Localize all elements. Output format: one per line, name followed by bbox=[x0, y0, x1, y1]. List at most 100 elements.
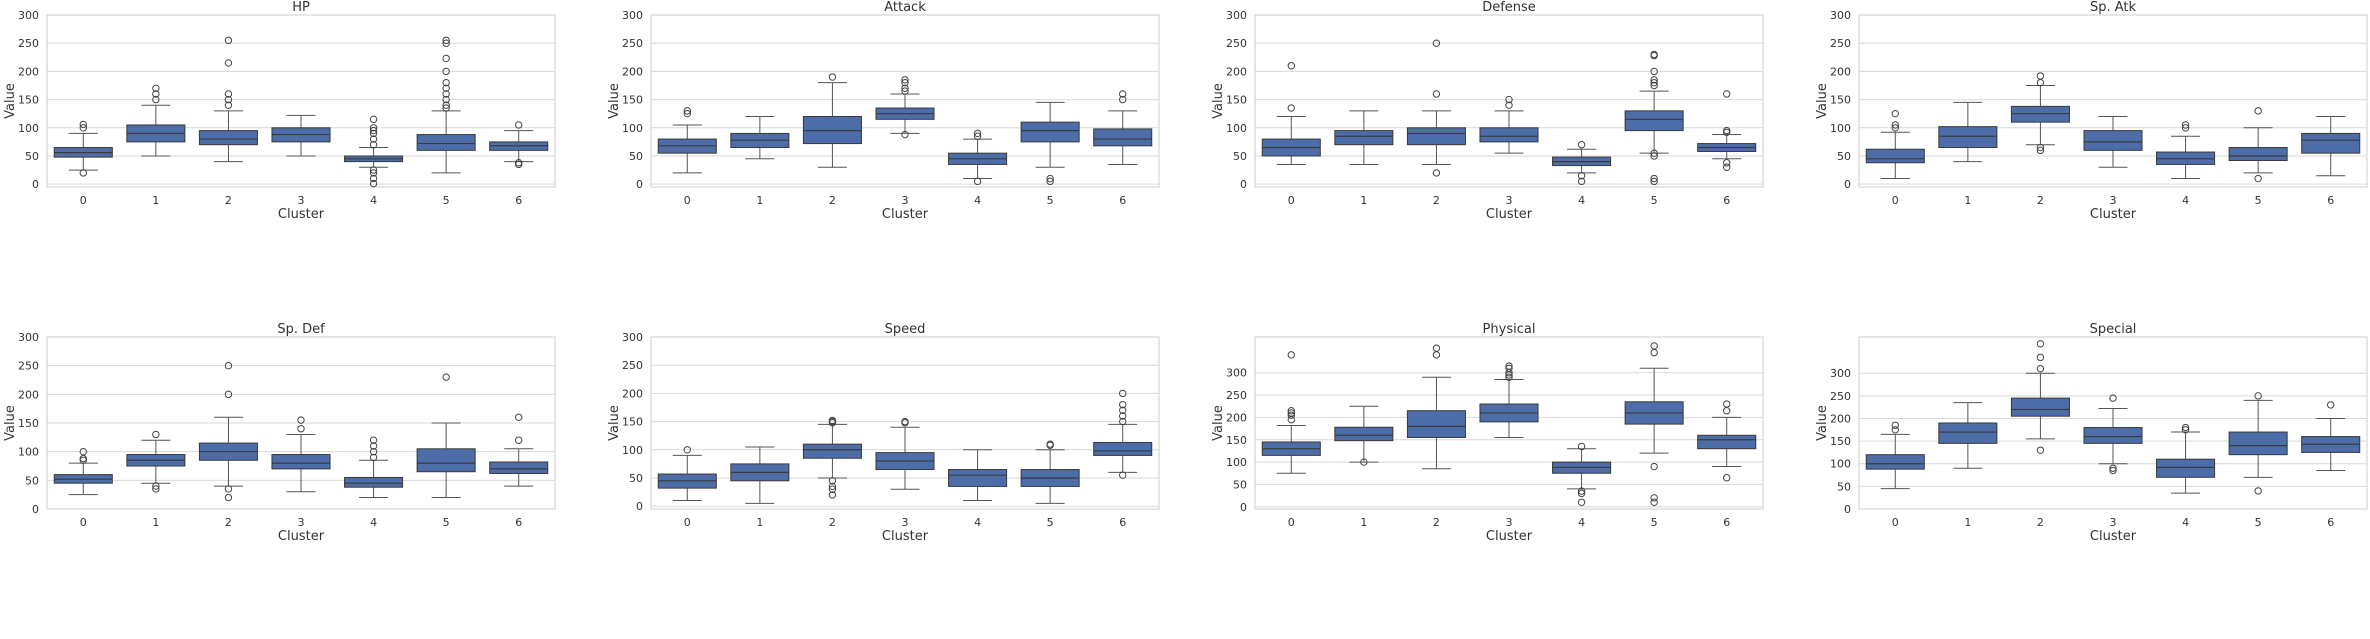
outlier-point bbox=[1577, 442, 1586, 451]
box-cluster-3 bbox=[271, 416, 331, 493]
box-iqr bbox=[1697, 434, 1757, 450]
chart-title: Defense bbox=[1482, 0, 1536, 15]
y-tick-label: 250 bbox=[18, 360, 39, 373]
outlier-point bbox=[1287, 62, 1295, 70]
y-tick-label: 100 bbox=[18, 446, 39, 459]
x-tick-label: 1 bbox=[1964, 194, 1971, 207]
chart-panel-4: 0 50 100 150 200 250 300 0 1 2 3 4 5 6 Sp. Def Cluster V… bbox=[3, 322, 556, 544]
chart-panel-1: 0 50 100 150 200 250 300 0 1 2 3 4 5 6 Attack Cluster Va… bbox=[607, 0, 1160, 222]
outlier-point bbox=[1577, 487, 1586, 495]
x-tick-label: 1 bbox=[756, 194, 763, 207]
box-cluster-4 bbox=[344, 436, 404, 499]
x-axis-label: Cluster bbox=[278, 207, 325, 222]
box-cluster-2 bbox=[2010, 72, 2070, 155]
y-tick-label: 200 bbox=[1226, 411, 1247, 424]
outlier-point bbox=[1577, 141, 1586, 149]
y-tick-label: 250 bbox=[1226, 389, 1247, 402]
outlier-point bbox=[224, 361, 233, 370]
outlier-point bbox=[1650, 67, 1658, 76]
box-cluster-0 bbox=[1261, 351, 1321, 474]
y-tick-label: 200 bbox=[622, 387, 643, 400]
x-tick-label: 6 bbox=[2327, 194, 2334, 207]
box-iqr bbox=[1406, 410, 1466, 439]
outlier-point bbox=[973, 177, 982, 186]
box-iqr bbox=[1093, 128, 1153, 147]
outlier-point bbox=[683, 109, 691, 118]
outlier-point bbox=[515, 413, 523, 421]
outlier-point bbox=[1119, 406, 1127, 415]
outlier-point bbox=[2327, 401, 2335, 409]
outlier-point bbox=[442, 39, 450, 47]
x-tick-label: 1 bbox=[152, 516, 159, 529]
x-tick-label: 0 bbox=[80, 516, 87, 529]
outlier-point bbox=[152, 485, 160, 493]
y-tick-label: 300 bbox=[622, 331, 643, 344]
box-cluster-1 bbox=[730, 116, 790, 160]
box-iqr bbox=[416, 134, 476, 151]
outlier-point bbox=[79, 169, 87, 177]
outlier-point bbox=[1119, 95, 1127, 104]
outlier-point bbox=[683, 446, 691, 454]
chart-title: Sp. Atk bbox=[2090, 0, 2137, 15]
outlier-point bbox=[1577, 172, 1586, 180]
box-cluster-3 bbox=[2083, 116, 2143, 168]
outlier-point bbox=[1650, 462, 1658, 471]
y-tick-label: 250 bbox=[622, 37, 643, 50]
box-cluster-6 bbox=[1697, 90, 1757, 171]
y-tick-label: 100 bbox=[18, 122, 39, 135]
x-tick-label: 2 bbox=[1433, 194, 1440, 207]
x-tick-label: 1 bbox=[1360, 194, 1367, 207]
outlier-point bbox=[442, 90, 450, 98]
outlier-point bbox=[2254, 392, 2262, 400]
y-tick-label: 200 bbox=[18, 388, 39, 401]
outlier-point bbox=[683, 107, 691, 115]
outlier-point bbox=[1432, 344, 1441, 352]
outlier-point bbox=[515, 436, 523, 444]
x-tick-label: 5 bbox=[2255, 516, 2262, 529]
chart-title: Special bbox=[2090, 322, 2137, 337]
outlier-point bbox=[1650, 152, 1658, 160]
y-tick-label: 250 bbox=[622, 359, 643, 372]
outlier-point bbox=[152, 482, 160, 490]
chart-panel-6: 0 50 100 150 200 250 300 0 1 2 3 4 5 6 Physical Cluster… bbox=[1211, 322, 1764, 544]
box-iqr bbox=[344, 476, 404, 488]
outlier-point bbox=[369, 141, 378, 149]
outlier-point bbox=[442, 104, 450, 112]
x-tick-label: 6 bbox=[515, 194, 522, 207]
outlier-point bbox=[1287, 407, 1295, 415]
outlier-point bbox=[2181, 423, 2190, 432]
y-tick-label: 100 bbox=[1830, 458, 1851, 471]
outlier-point bbox=[2036, 146, 2045, 155]
outlier-point bbox=[79, 124, 87, 132]
x-tick-label: 2 bbox=[2037, 194, 2044, 207]
box-iqr bbox=[1479, 127, 1539, 143]
x-tick-label: 1 bbox=[1360, 516, 1367, 529]
outlier-point bbox=[901, 417, 909, 426]
box-iqr bbox=[802, 443, 862, 459]
y-tick-label: 50 bbox=[25, 150, 39, 163]
box-cluster-6 bbox=[2301, 401, 2361, 472]
outlier-point bbox=[1723, 159, 1731, 167]
box-cluster-2 bbox=[802, 416, 862, 499]
outlier-point bbox=[1577, 177, 1586, 186]
box-iqr bbox=[2301, 132, 2361, 154]
box-cluster-3 bbox=[1479, 95, 1539, 154]
box-cluster-4 bbox=[948, 129, 1008, 186]
outlier-point bbox=[1891, 426, 1899, 434]
y-tick-label: 150 bbox=[622, 416, 643, 429]
outlier-point bbox=[1723, 407, 1731, 415]
box-iqr bbox=[1865, 454, 1925, 470]
outlier-point bbox=[1360, 458, 1368, 466]
outlier-point bbox=[1046, 440, 1054, 448]
box-cluster-1 bbox=[1938, 402, 1998, 469]
outlier-point bbox=[79, 120, 87, 129]
outlier-point bbox=[224, 390, 233, 399]
outlier-point bbox=[2109, 464, 2117, 472]
outlier-point bbox=[1891, 121, 1899, 129]
outlier-point bbox=[369, 169, 378, 177]
x-tick-label: 0 bbox=[1288, 516, 1295, 529]
x-tick-label: 4 bbox=[1578, 194, 1585, 207]
outlier-point bbox=[369, 166, 378, 174]
plot-frame bbox=[650, 336, 1160, 510]
outlier-point bbox=[828, 416, 837, 425]
